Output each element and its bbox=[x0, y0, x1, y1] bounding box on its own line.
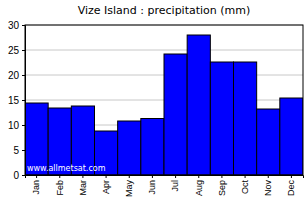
bar bbox=[118, 121, 141, 175]
y-tick-mark bbox=[22, 150, 25, 151]
bars bbox=[25, 35, 303, 175]
x-tick-mark bbox=[106, 175, 107, 178]
x-tick-label: Feb bbox=[55, 180, 65, 196]
x-tick: Jan bbox=[31, 175, 41, 195]
y-tick-label: 20 bbox=[8, 70, 20, 81]
x-tick-mark bbox=[221, 175, 222, 178]
x-tick-label: Sep bbox=[217, 180, 227, 196]
y-tick-label: 30 bbox=[8, 20, 20, 31]
x-tick: Aug bbox=[194, 175, 204, 196]
x-tick-mark bbox=[245, 175, 246, 178]
x-tick-label: Jun bbox=[147, 180, 157, 195]
x-tick-label: Jul bbox=[170, 180, 180, 192]
x-tick-mark bbox=[268, 175, 269, 178]
x-tick-label: May bbox=[124, 180, 134, 198]
watermark: www.allmetsat.com bbox=[27, 164, 106, 173]
x-tick: Jun bbox=[147, 175, 157, 195]
x-axis: Jan Feb Mar Apr May Jun Jul Aug Sep Oct Nov Dec bbox=[26, 175, 304, 197]
x-tick: Dec bbox=[286, 175, 296, 196]
y-tick: 5 bbox=[13, 145, 25, 156]
x-tick-label: Aug bbox=[194, 180, 204, 196]
x-tick: Jul bbox=[170, 175, 180, 192]
y-tick-label: 5 bbox=[13, 145, 19, 156]
y-tick: 0 bbox=[13, 170, 25, 181]
x-tick-mark bbox=[175, 175, 176, 178]
x-tick: Nov bbox=[263, 175, 273, 196]
y-tick: 30 bbox=[8, 20, 25, 31]
bar bbox=[257, 109, 280, 175]
title: Vize Island : precipitation (mm) bbox=[78, 4, 251, 17]
y-tick-label: 25 bbox=[8, 45, 20, 56]
bar bbox=[164, 54, 187, 175]
y-tick-label: 15 bbox=[8, 95, 20, 106]
x-tick-label: Mar bbox=[78, 180, 88, 196]
grid bbox=[25, 25, 303, 175]
bar bbox=[280, 98, 303, 175]
x-tick-mark bbox=[152, 175, 153, 178]
frame bbox=[25, 25, 303, 175]
y-tick-mark bbox=[22, 100, 25, 101]
chart: 0 5 10 15 20 25 30 Jan Feb Mar Apr May Jun Jul Aug Sep O… bbox=[0, 0, 306, 200]
x-tick-mark bbox=[291, 175, 292, 178]
y-tick-mark bbox=[22, 175, 25, 176]
x-tick-label: Nov bbox=[263, 180, 273, 197]
y-tick-mark bbox=[22, 75, 25, 76]
bar bbox=[210, 62, 233, 175]
bar bbox=[234, 62, 257, 175]
y-tick-mark bbox=[22, 25, 25, 26]
x-tick-mark bbox=[198, 175, 199, 178]
y-tick-label: 0 bbox=[13, 170, 19, 181]
x-tick: Sep bbox=[217, 175, 227, 196]
y-axis-line bbox=[22, 26, 26, 176]
x-tick: Oct bbox=[240, 175, 250, 194]
bar bbox=[141, 119, 164, 176]
x-tick-label: Jan bbox=[31, 180, 41, 195]
y-tick-mark bbox=[22, 50, 25, 51]
x-tick: May bbox=[124, 175, 134, 197]
x-tick-mark bbox=[82, 175, 83, 178]
x-tick: Apr bbox=[101, 175, 111, 194]
x-tick-label: Dec bbox=[286, 180, 296, 197]
x-tick: Mar bbox=[78, 175, 88, 196]
bar bbox=[187, 35, 210, 175]
x-tick-mark bbox=[59, 175, 60, 178]
plot: 0 5 10 15 20 25 30 Jan Feb Mar Apr May Jun Jul Aug Sep O… bbox=[8, 20, 304, 197]
y-axis: 0 5 10 15 20 25 30 bbox=[8, 20, 26, 181]
y-tick: 20 bbox=[8, 70, 25, 81]
y-tick-label: 10 bbox=[8, 120, 20, 131]
y-tick: 10 bbox=[8, 120, 25, 131]
y-tick: 15 bbox=[8, 95, 25, 106]
x-tick: Feb bbox=[55, 175, 65, 196]
grid-line bbox=[25, 50, 303, 51]
y-tick-mark bbox=[22, 125, 25, 126]
x-tick-mark bbox=[36, 175, 37, 178]
y-tick: 25 bbox=[8, 45, 25, 56]
x-tick-label: Apr bbox=[101, 180, 111, 194]
x-axis-line bbox=[26, 176, 304, 179]
x-tick-label: Oct bbox=[240, 180, 250, 195]
x-tick-mark bbox=[129, 175, 130, 178]
